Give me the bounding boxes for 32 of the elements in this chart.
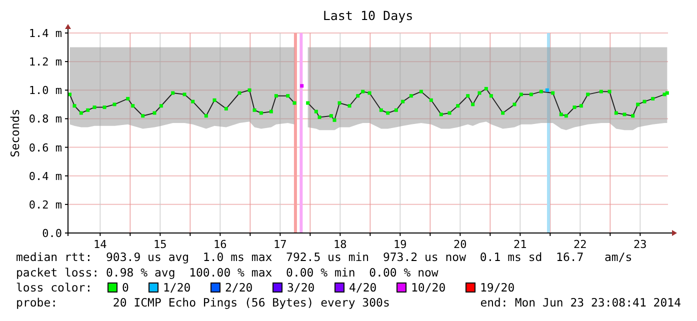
y-tick-label: 1.2 m bbox=[28, 56, 62, 69]
legend-label: 3/20 bbox=[287, 280, 315, 294]
y-tick-label: 1.0 m bbox=[28, 84, 62, 98]
x-tick-label: 15 bbox=[154, 238, 167, 251]
x-tick-label: 20 bbox=[454, 238, 467, 251]
y-axis-title: Seconds bbox=[8, 108, 22, 158]
text: packet loss: 0.98 % avg 100.00 % max 0.00 % min 0.00 % now bbox=[16, 266, 438, 280]
x-tick-label: 17 bbox=[274, 238, 287, 251]
legend-label: 19/20 bbox=[480, 280, 515, 294]
y-tick-label: 0.4 m bbox=[28, 170, 62, 183]
y-tick-label: 0.8 m bbox=[28, 112, 62, 126]
x-tick-label: 14 bbox=[94, 238, 108, 251]
legend-label: 1/20 bbox=[163, 280, 191, 294]
y-tick-label: 0.6 m bbox=[28, 141, 62, 154]
legend-label: 2/20 bbox=[225, 280, 253, 294]
legend-label: 4/20 bbox=[349, 280, 377, 294]
chart-title: Last 10 Days bbox=[322, 8, 414, 23]
text: median rtt: 903.9 us avg 1.0 ms max 792.5 us min 973.2 us now 0.1 ms sd 16.7 am/s bbox=[16, 250, 632, 264]
legend-label: 10/20 bbox=[411, 280, 446, 294]
x-tick-label: 23 bbox=[634, 238, 647, 251]
legend-label: 0 bbox=[122, 280, 129, 294]
x-tick-label: 18 bbox=[334, 238, 347, 251]
y-tick-label: 0.0 bbox=[42, 227, 62, 240]
x-tick-label: 19 bbox=[394, 238, 407, 251]
x-tick-label: 22 bbox=[574, 238, 587, 251]
y-tick-label: 0.2 m bbox=[28, 198, 62, 212]
x-tick-label: 21 bbox=[514, 238, 527, 251]
text: probe: 20 ICMP Echo Pings (56 Bytes) every 300s bbox=[16, 296, 390, 310]
text: end: Mon Jun 23 23:08:41 2014 bbox=[480, 296, 682, 310]
y-tick-label: 1.4 m bbox=[28, 27, 62, 40]
x-tick-label: 16 bbox=[214, 238, 227, 251]
legend-title: loss color: bbox=[16, 280, 92, 294]
